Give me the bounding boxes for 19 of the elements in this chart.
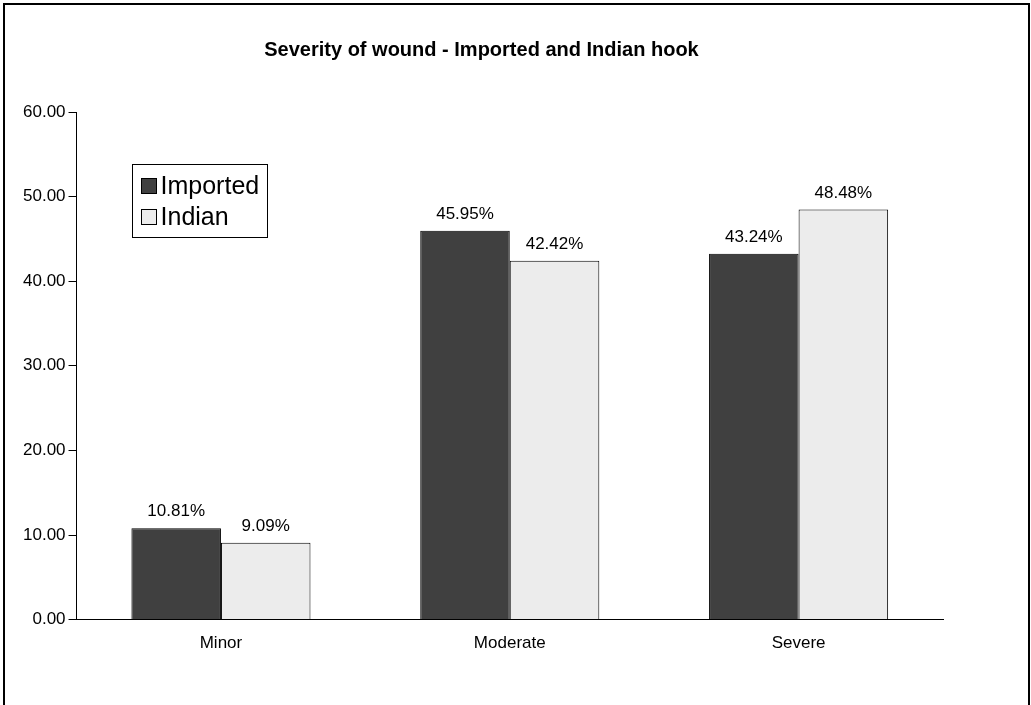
chart-title: Severity of wound - Imported and Indian hook xyxy=(264,37,700,60)
y-tick-label: 0.00 xyxy=(32,609,66,629)
x-tick-label: Moderate xyxy=(473,633,546,653)
y-tick-label: 20.00 xyxy=(22,440,66,460)
legend-label: Imported xyxy=(160,171,260,200)
y-tick-label: 60.00 xyxy=(22,101,66,121)
x-tick-label: Severe xyxy=(771,633,826,653)
data-label: 42.42% xyxy=(525,233,584,253)
y-tick-label: 40.00 xyxy=(22,270,66,290)
data-label: 9.09% xyxy=(241,515,290,535)
data-label: 45.95% xyxy=(436,204,494,224)
y-tick-label: 30.00 xyxy=(22,355,66,375)
data-label: 48.48% xyxy=(814,182,873,202)
data-label: 10.81% xyxy=(147,501,206,521)
data-label: 43.24% xyxy=(724,226,783,246)
y-tick-label: 10.00 xyxy=(22,524,66,544)
x-tick-label: Minor xyxy=(199,633,243,653)
legend-label: Indian xyxy=(160,202,229,231)
y-tick-label: 50.00 xyxy=(22,186,66,206)
